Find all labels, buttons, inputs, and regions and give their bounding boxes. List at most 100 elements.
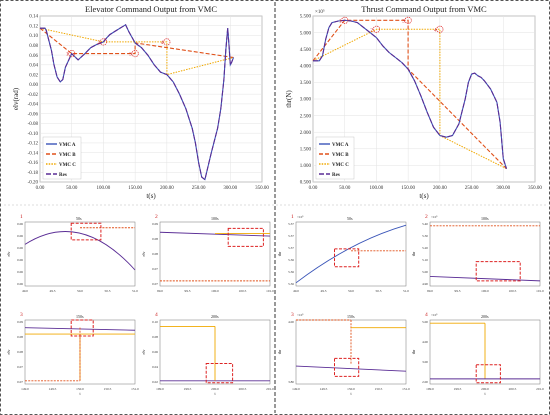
- thrust-y-tick: 5.500: [300, 15, 312, 20]
- thrust-zoom-1-y-tick: 5.37: [288, 246, 294, 250]
- elevator-zoom-4-y-label: elv: [141, 350, 146, 355]
- thrust-legend-label: Res: [332, 173, 340, 178]
- elevator-zoom-1-highlight-box: [70, 222, 102, 241]
- thrust-x-tick: 350.00: [528, 186, 542, 191]
- thrust-zoom-4-x-tick: 199.0: [426, 387, 434, 391]
- elevator-zoom-2-y-tick: 0.07: [152, 267, 158, 271]
- elevator-plot: 0.00 50.00 100.00 150.00 200.00 250.00 300.00 3…: [12, 4, 269, 200]
- thrust-zoom-2-trend-line: [429, 275, 541, 282]
- elevator-zoom-2-y-tick: 0.08: [152, 252, 158, 256]
- thrust-zoom-marker: [341, 16, 349, 24]
- thrust-zoom-3-y-label: thr: [277, 349, 282, 354]
- thrust-zoom-4-x-tick: 200.5: [509, 387, 517, 391]
- elevator-zoom-3-y-tick: 0.09: [17, 320, 23, 324]
- thrust-zoom-1-exponent: ×10⁵: [297, 215, 304, 219]
- thrust-exponent: ×10⁵: [315, 9, 325, 15]
- thrust-zoom-2-y-tick: 5.30: [422, 234, 428, 238]
- thrust-zoom-3-y-tick: 4.00: [288, 320, 294, 324]
- elevator-y-tick: 0.06: [29, 54, 38, 59]
- elevator-zoom-marker: [163, 38, 171, 46]
- elevator-zoom-2-trend-line: [159, 231, 271, 237]
- thrust-series-vmc-c: [312, 28, 507, 170]
- thrust-zoom-3-x-tick: 149.0: [292, 387, 300, 391]
- elevator-zoom-3-x-tick: 149.5: [49, 387, 57, 391]
- thrust-zoom-3-number: 3: [291, 312, 294, 318]
- thrust-zoom-1-highlight-box: [334, 248, 360, 268]
- elevator-zoom-1-y-tick: 0.06: [17, 258, 23, 262]
- elevator-zoom-3-y-label: elv: [6, 350, 11, 355]
- elevator-y-tick: 0.14: [29, 15, 38, 20]
- thrust-zoom-1-y-tick: 5.37: [288, 222, 294, 226]
- elevator-x-tick: 150.00: [128, 186, 142, 191]
- thrust-x-tick: 250.00: [465, 186, 479, 191]
- elevator-zoom-4: 199.0 199.5 200.0 200.5 201.0 0.10 0.08 0.06 0.0…: [141, 312, 274, 396]
- thrust-zoom-4-title: 200s: [481, 314, 489, 319]
- elevator-zoom-1-y-label: elv: [6, 252, 11, 257]
- elevator-marker-label: 3: [129, 52, 132, 58]
- chart-layer: 0.00 50.00 100.00 150.00 200.00 250.00 300.00 3…: [4, 4, 546, 396]
- thrust-zoom-2-area: [429, 221, 541, 287]
- elevator-series-res: [40, 24, 235, 181]
- thrust-x-tick: 150.00: [401, 186, 415, 191]
- elevator-zoom-1-y-tick: 0.06: [17, 222, 23, 226]
- elevator-zoom-4-y-tick: 0.08: [152, 335, 158, 339]
- thrust-zoom-2: 99.0 99.5 100.0 100.5 101.0 5.40 5.30 5.20 5.10 5…: [411, 214, 544, 293]
- elevator-y-tick: -0.14: [28, 151, 39, 156]
- thrust-x-tick: 100.00: [370, 186, 384, 191]
- elevator-zoom-4-x-tick: 200.0: [211, 387, 219, 391]
- elevator-zoom-marker: [99, 38, 107, 46]
- elevator-zoom-3-x-tick: 150.0: [76, 387, 84, 391]
- thrust-x-tick: 0.00: [309, 186, 318, 191]
- thrust-zoom-1-x-tick: 50.5: [376, 289, 382, 293]
- elevator-x-tick: 0.00: [36, 186, 45, 191]
- thrust-marker-label: 1: [339, 18, 342, 24]
- thrust-zoom-3-title: 150s: [347, 314, 355, 319]
- elevator-y-tick: -0.04: [28, 103, 39, 108]
- elevator-zoom-2-highlight-box: [227, 227, 264, 247]
- thrust-x-label: t(s): [419, 192, 429, 200]
- elevator-zoom-4-x-tick: 201.0: [266, 387, 274, 391]
- thrust-x-tick: 200.00: [433, 186, 447, 191]
- elevator-zoom-2-x-tick: 99.5: [185, 289, 191, 293]
- thrust-legend-label: VMC A: [332, 143, 349, 148]
- thrust-zoom-2-y-tick: 5.00: [422, 270, 428, 274]
- thrust-zoom-3-x-tick: 149.5: [320, 387, 328, 391]
- elevator-marker-label: 4: [161, 40, 164, 46]
- thrust-legend-label: VMC C: [332, 163, 349, 168]
- thrust-zoom-2-y-tick: 5.40: [422, 222, 428, 226]
- elevator-x-tick: 50.00: [66, 186, 78, 191]
- elevator-zoom-3-y-tick: 0.08: [17, 335, 23, 339]
- elevator-zoom-1-x-tick: 51.0: [132, 289, 138, 293]
- elevator-zoom-4-highlight-box: [205, 363, 234, 384]
- elevator-zoom-4-y-tick: 0.06: [152, 350, 158, 354]
- elevator-series-vmc-c: [39, 27, 234, 76]
- thrust-zoom-1: 49.0 49.5 50.0 50.5 51.0 5.37 5.37 5.37 5.36 5.36…: [277, 214, 409, 293]
- thrust-zoom-4-x-tick: 200.0: [481, 387, 489, 391]
- elevator-zoom-4-y-tick: 0.04: [152, 365, 158, 369]
- thrust-zoom-2-y-tick: 5.10: [422, 258, 428, 262]
- thrust-y-tick: 2.500: [300, 114, 312, 119]
- elevator-zoom-4-x-tick: 199.5: [184, 387, 192, 391]
- elevator-zoom-2-y-label: elv: [141, 252, 146, 257]
- elevator-zoom-1: 49.0 49.5 50.0 50.5 51.0 0.06 0.06 0.06 0.06 0.06…: [6, 214, 138, 293]
- thrust-y-label: thr(N): [285, 90, 293, 108]
- elevator-zoom-2-x-tick: 101.0: [266, 289, 274, 293]
- thrust-zoom-4: 199.0 199.5 200.0 200.5 201.0 5.00 4.00 3.00 2.0…: [411, 312, 544, 396]
- thrust-zoom-1-x-tick: 49.5: [321, 289, 327, 293]
- thrust-y-tick: 4.500: [300, 48, 312, 53]
- thrust-zoom-3-x-tick: 151.0: [402, 387, 410, 391]
- thrust-marker-label: 3: [402, 18, 405, 24]
- thrust-zoom-4-y-tick: 2.00: [422, 380, 428, 384]
- elevator-zoom-1-curve: [24, 231, 136, 271]
- thrust-y-tick: 2.000: [300, 131, 312, 136]
- thrust-zoom-2-x-tick: 101.0: [536, 289, 544, 293]
- elevator-zoom-2-x-tick: 99.0: [157, 289, 163, 293]
- elevator-zoom-1-title: 50s: [76, 216, 82, 221]
- elevator-zoom-4-number: 4: [155, 312, 158, 318]
- thrust-zoom-4-exponent: ×10⁵: [431, 313, 438, 317]
- thrust-series-vmc-b: [312, 19, 507, 170]
- thrust-zoom-2-x-tick: 99.0: [427, 289, 433, 293]
- elevator-zoom-4-x-tick: 200.5: [239, 387, 247, 391]
- elevator-zoom-4-y-tick: 0.10: [152, 320, 158, 324]
- thrust-zoom-marker: [436, 25, 444, 33]
